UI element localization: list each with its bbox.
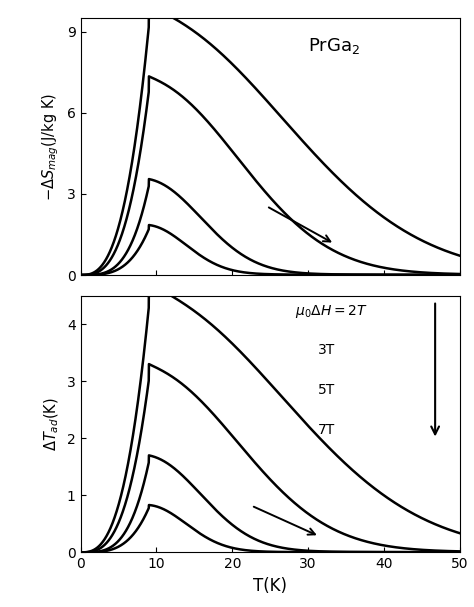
Text: 5T: 5T: [318, 383, 335, 397]
Text: 3T: 3T: [318, 343, 335, 357]
Text: PrGa$_2$: PrGa$_2$: [308, 36, 360, 56]
Y-axis label: $-\Delta S_{mag}$(J/kg K): $-\Delta S_{mag}$(J/kg K): [41, 93, 61, 201]
Text: 7T: 7T: [318, 422, 335, 436]
Y-axis label: $\Delta T_{ad}$(K): $\Delta T_{ad}$(K): [43, 397, 61, 451]
Text: $\mu_0\Delta H=2T$: $\mu_0\Delta H=2T$: [295, 304, 367, 320]
X-axis label: T(K): T(K): [253, 577, 287, 595]
